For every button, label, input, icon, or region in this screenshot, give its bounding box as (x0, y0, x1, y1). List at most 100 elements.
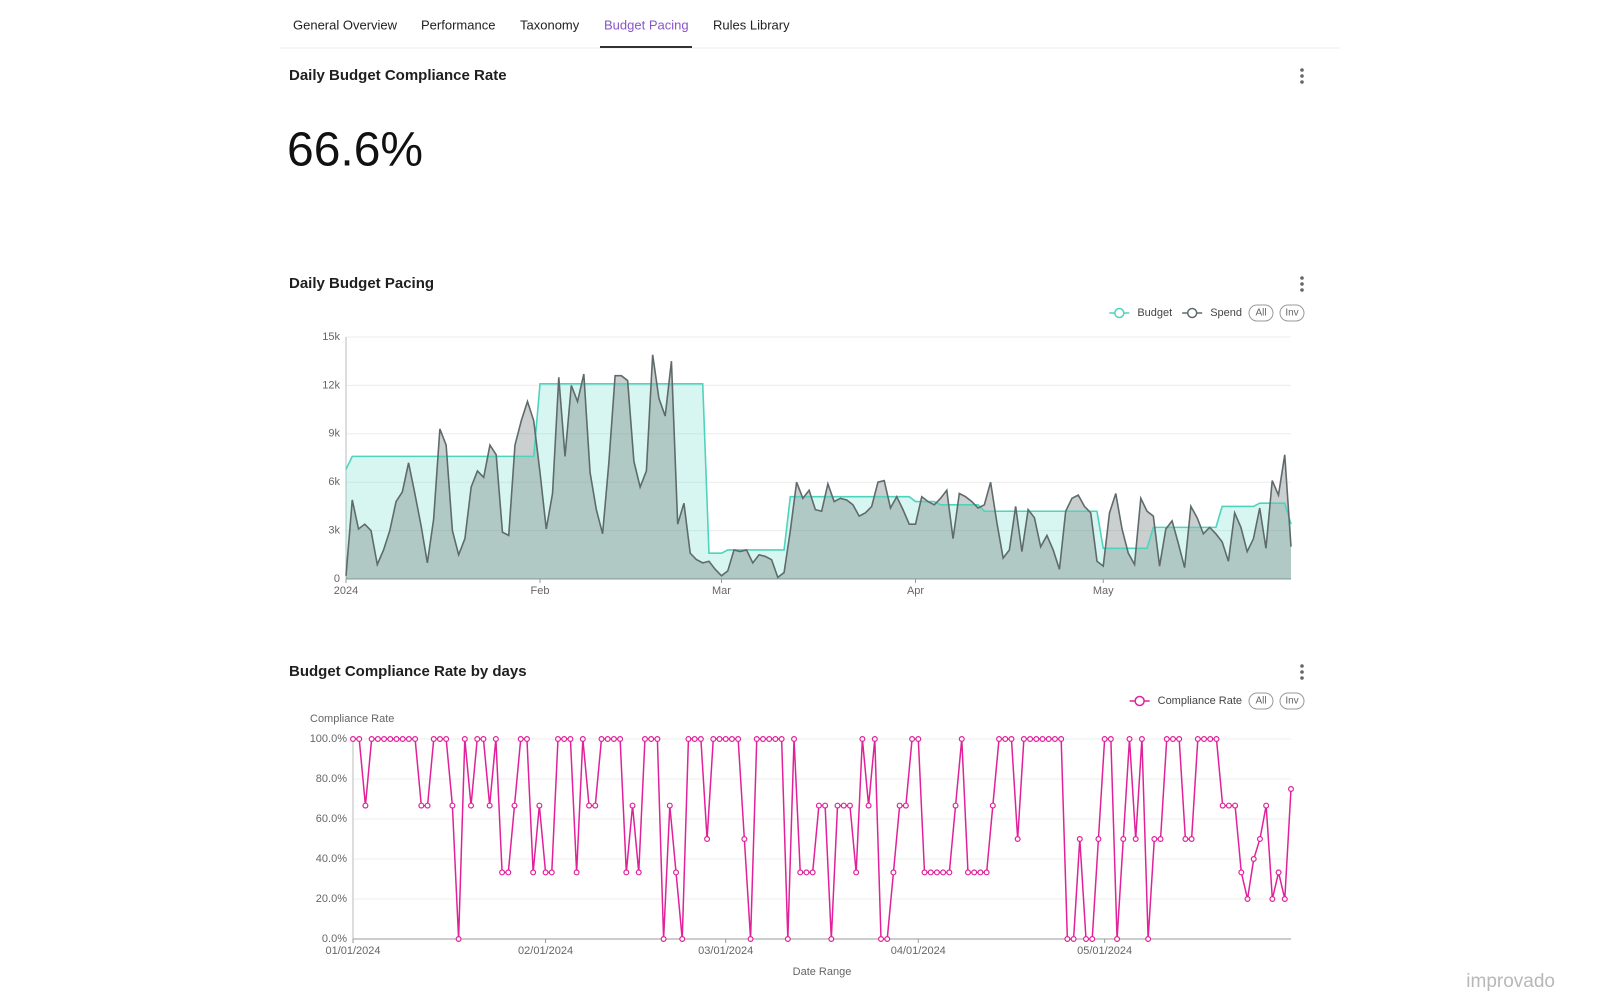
point (884, 935, 891, 942)
legend-button-label[interactable]: All (1255, 308, 1266, 319)
point (952, 802, 959, 809)
point (1194, 735, 1201, 742)
point (480, 735, 487, 742)
legend-button[interactable] (1248, 692, 1274, 710)
point (1020, 735, 1027, 742)
point (759, 735, 766, 742)
y-tick-label: 40.0% (316, 853, 347, 865)
tab[interactable]: Performance (421, 17, 495, 32)
point (1238, 869, 1245, 876)
kebab-menu[interactable] (1300, 276, 1304, 292)
point (1089, 935, 1096, 942)
point (356, 735, 363, 742)
point (1176, 735, 1183, 742)
legend-button[interactable] (1248, 304, 1274, 322)
active-tab-underline (600, 46, 692, 48)
y-tick-label: 9k (328, 428, 340, 440)
point (629, 802, 636, 809)
tab[interactable]: Rules Library (713, 17, 790, 32)
legend-label[interactable]: Compliance Rate (1158, 695, 1242, 707)
point (536, 802, 543, 809)
point (815, 802, 822, 809)
point (1039, 735, 1046, 742)
point (791, 735, 798, 742)
point (1095, 835, 1102, 842)
point (946, 869, 953, 876)
point (561, 735, 568, 742)
point (436, 735, 443, 742)
tab[interactable]: Taxonomy (520, 17, 580, 32)
area-fill (346, 354, 1291, 579)
legend-label[interactable]: Budget (1137, 307, 1172, 319)
point (989, 802, 996, 809)
chart: 0 3k 6k 9k 12k 15k 2024 Feb Mar Apr May Inv All Spend… (322, 304, 1305, 597)
legend-swatch (1186, 307, 1198, 319)
point (1281, 895, 1288, 902)
point (915, 735, 922, 742)
point (704, 835, 711, 842)
point (996, 735, 1003, 742)
legend-button-label[interactable]: All (1255, 696, 1266, 707)
point (623, 869, 630, 876)
point (511, 802, 518, 809)
point (1269, 895, 1276, 902)
tab[interactable]: General Overview (293, 17, 398, 32)
point (1132, 835, 1139, 842)
point (716, 735, 723, 742)
legend-button-label[interactable]: Inv (1285, 308, 1298, 319)
point (679, 935, 686, 942)
point (1232, 802, 1239, 809)
point (728, 735, 735, 742)
point (1219, 802, 1226, 809)
point (772, 735, 779, 742)
point (548, 869, 555, 876)
y-tick-label: 100.0% (310, 733, 348, 745)
point (1287, 785, 1294, 792)
point (412, 735, 419, 742)
y-tick-label: 60.0% (316, 813, 347, 825)
y-tick-label: 3k (328, 525, 340, 537)
point (617, 735, 624, 742)
point (871, 735, 878, 742)
point (530, 869, 537, 876)
point (809, 869, 816, 876)
point (1058, 735, 1065, 742)
point (846, 802, 853, 809)
point (604, 735, 611, 742)
kebab-menu[interactable] (1300, 664, 1304, 680)
legend-button[interactable] (1279, 304, 1305, 322)
chart: 0.0% 20.0% 40.0% 60.0% 80.0% 100.0% 01/01/2024… (310, 692, 1305, 957)
x-axis-title: Date Range (793, 966, 852, 978)
point (890, 869, 897, 876)
y-tick-label: 80.0% (316, 773, 347, 785)
point (1008, 735, 1015, 742)
legend-label[interactable]: Spend (1210, 307, 1242, 319)
kebab-menu[interactable] (1300, 68, 1304, 84)
point (368, 735, 375, 742)
point (1051, 735, 1058, 742)
point (722, 735, 729, 742)
point (648, 735, 655, 742)
point (803, 869, 810, 876)
point (443, 735, 450, 742)
tab-active[interactable]: Budget Pacing (604, 17, 689, 32)
point (635, 869, 642, 876)
y-tick-label: 6k (328, 476, 340, 488)
legend-button[interactable] (1279, 692, 1305, 710)
point (778, 735, 785, 742)
point (1151, 835, 1158, 842)
point (753, 735, 760, 742)
point (1126, 735, 1133, 742)
point (921, 869, 928, 876)
x-tick-label: 05/01/2024 (1077, 945, 1132, 957)
point (964, 869, 971, 876)
point (486, 802, 493, 809)
point (983, 869, 990, 876)
y-tick-label: 15k (322, 331, 340, 343)
point (1213, 735, 1220, 742)
point (666, 802, 673, 809)
legend-button-label[interactable]: Inv (1285, 696, 1298, 707)
point (468, 802, 475, 809)
point (554, 735, 561, 742)
